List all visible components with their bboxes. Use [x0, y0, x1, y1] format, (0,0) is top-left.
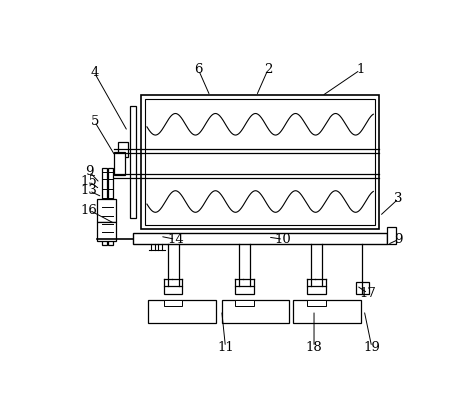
Bar [293, 300, 361, 323]
Bar [130, 106, 136, 218]
Text: 10: 10 [275, 233, 291, 246]
Text: 16: 16 [81, 204, 98, 216]
Text: 5: 5 [90, 115, 99, 128]
Bar [222, 300, 290, 323]
Bar [387, 227, 396, 244]
Bar [307, 300, 326, 306]
Bar [149, 300, 216, 323]
Text: 11: 11 [217, 341, 234, 353]
Bar [356, 283, 369, 294]
Bar [141, 95, 379, 229]
Bar [133, 233, 387, 244]
Bar [164, 300, 182, 306]
Text: 3: 3 [394, 192, 403, 205]
Text: 18: 18 [306, 341, 322, 353]
Text: 9: 9 [85, 165, 94, 178]
Bar [145, 99, 375, 225]
Bar [109, 168, 113, 245]
Text: 2: 2 [264, 63, 272, 77]
Text: 19: 19 [363, 341, 380, 353]
Text: 17: 17 [360, 287, 376, 300]
Bar [102, 168, 107, 245]
Bar [164, 286, 182, 294]
Text: 14: 14 [167, 233, 184, 246]
Text: 1: 1 [356, 63, 364, 77]
Bar [307, 286, 326, 294]
Bar [118, 142, 128, 157]
Text: 15: 15 [81, 175, 98, 188]
Text: 13: 13 [81, 184, 98, 197]
Bar [97, 222, 116, 241]
Bar [97, 199, 116, 222]
Bar [235, 300, 254, 306]
Bar [114, 152, 125, 175]
Bar [235, 286, 254, 294]
Text: 9: 9 [394, 233, 403, 246]
Text: 4: 4 [90, 66, 99, 79]
Text: 6: 6 [194, 63, 203, 77]
